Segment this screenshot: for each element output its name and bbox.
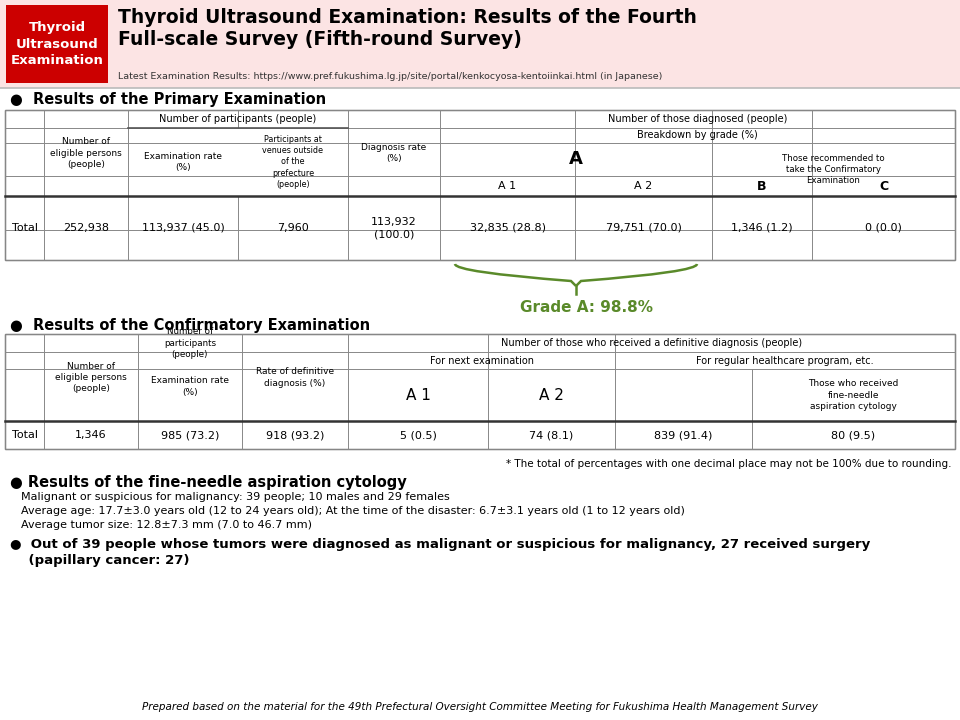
Text: Those recommended to
take the Confirmatory
Examination: Those recommended to take the Confirmato… bbox=[782, 154, 885, 185]
Text: Participants at
venues outside
of the
prefecture
(people): Participants at venues outside of the pr… bbox=[262, 135, 324, 189]
Text: 1,346: 1,346 bbox=[75, 430, 107, 440]
Text: For regular healthcare program, etc.: For regular healthcare program, etc. bbox=[696, 356, 874, 366]
Text: 5 (0.5): 5 (0.5) bbox=[399, 430, 437, 440]
Text: A 2: A 2 bbox=[635, 181, 653, 191]
Text: 80 (9.5): 80 (9.5) bbox=[831, 430, 876, 440]
Text: 985 (73.2): 985 (73.2) bbox=[161, 430, 219, 440]
Text: Grade A: 98.8%: Grade A: 98.8% bbox=[519, 300, 653, 315]
Text: 74 (8.1): 74 (8.1) bbox=[529, 430, 574, 440]
Text: A: A bbox=[569, 150, 583, 168]
Text: Rate of definitive
diagnosis (%): Rate of definitive diagnosis (%) bbox=[256, 367, 334, 387]
Text: Number of those diagnosed (people): Number of those diagnosed (people) bbox=[608, 114, 787, 124]
Text: B: B bbox=[757, 179, 767, 192]
Text: Thyroid
Ultrasound
Examination: Thyroid Ultrasound Examination bbox=[11, 22, 104, 66]
Text: Thyroid Ultrasound Examination: Results of the Fourth
Full-scale Survey (Fifth-r: Thyroid Ultrasound Examination: Results … bbox=[118, 8, 697, 49]
Text: Breakdown by grade (%): Breakdown by grade (%) bbox=[637, 130, 757, 140]
Text: 918 (93.2): 918 (93.2) bbox=[266, 430, 324, 440]
Text: Number of
eligible persons
(people): Number of eligible persons (people) bbox=[50, 138, 122, 168]
Text: (papillary cancer: 27): (papillary cancer: 27) bbox=[10, 554, 189, 567]
Text: 1,346 (1.2): 1,346 (1.2) bbox=[732, 223, 793, 233]
Text: Number of
eligible persons
(people): Number of eligible persons (people) bbox=[55, 362, 127, 393]
Text: Examination rate
(%): Examination rate (%) bbox=[151, 377, 229, 397]
Text: 7,960: 7,960 bbox=[277, 223, 309, 233]
Text: 79,751 (70.0): 79,751 (70.0) bbox=[606, 223, 682, 233]
Text: ●  Results of the Confirmatory Examination: ● Results of the Confirmatory Examinatio… bbox=[10, 318, 371, 333]
Bar bbox=[5, 334, 955, 449]
Text: 32,835 (28.8): 32,835 (28.8) bbox=[469, 223, 545, 233]
Text: Average tumor size: 12.8±7.3 mm (7.0 to 46.7 mm): Average tumor size: 12.8±7.3 mm (7.0 to … bbox=[14, 520, 312, 530]
Text: Diagnosis rate
(%): Diagnosis rate (%) bbox=[361, 143, 426, 163]
Text: C: C bbox=[879, 179, 888, 192]
Bar bbox=[6, 5, 108, 83]
Text: * The total of percentages with one decimal place may not be 100% due to roundin: * The total of percentages with one deci… bbox=[507, 459, 952, 469]
Text: Examination rate
(%): Examination rate (%) bbox=[144, 152, 222, 172]
Text: A 2: A 2 bbox=[540, 387, 564, 402]
Text: Total: Total bbox=[12, 223, 37, 233]
Text: Total: Total bbox=[12, 430, 37, 440]
Text: Number of
participants
(people): Number of participants (people) bbox=[164, 328, 216, 359]
Text: ●  Results of the Primary Examination: ● Results of the Primary Examination bbox=[10, 92, 326, 107]
Bar bbox=[5, 110, 955, 260]
Text: Number of those who received a definitive diagnosis (people): Number of those who received a definitiv… bbox=[501, 338, 802, 348]
Bar bbox=[0, 0, 960, 88]
Text: 252,938: 252,938 bbox=[63, 223, 109, 233]
Text: 0 (0.0): 0 (0.0) bbox=[865, 223, 902, 233]
Text: ● Results of the fine-needle aspiration cytology: ● Results of the fine-needle aspiration … bbox=[10, 475, 407, 490]
Text: 113,932
(100.0): 113,932 (100.0) bbox=[372, 217, 417, 239]
Text: Number of participants (people): Number of participants (people) bbox=[159, 114, 317, 124]
Text: For next examination: For next examination bbox=[429, 356, 534, 366]
Text: ●  Out of 39 people whose tumors were diagnosed as malignant or suspicious for m: ● Out of 39 people whose tumors were dia… bbox=[10, 538, 871, 551]
Text: A 1: A 1 bbox=[405, 387, 430, 402]
Text: Latest Examination Results: https://www.pref.fukushima.lg.jp/site/portal/kenkocy: Latest Examination Results: https://www.… bbox=[118, 72, 662, 81]
Text: Prepared based on the material for the 49th Prefectural Oversight Committee Meet: Prepared based on the material for the 4… bbox=[142, 702, 818, 712]
Text: Those who received
fine-needle
aspiration cytology: Those who received fine-needle aspiratio… bbox=[808, 379, 899, 410]
Text: 839 (91.4): 839 (91.4) bbox=[655, 430, 712, 440]
Text: 113,937 (45.0): 113,937 (45.0) bbox=[142, 223, 225, 233]
Text: Malignant or suspicious for malignancy: 39 people; 10 males and 29 females: Malignant or suspicious for malignancy: … bbox=[14, 492, 449, 502]
Text: A 1: A 1 bbox=[498, 181, 516, 191]
Text: Average age: 17.7±3.0 years old (12 to 24 years old); At the time of the disaste: Average age: 17.7±3.0 years old (12 to 2… bbox=[14, 506, 684, 516]
